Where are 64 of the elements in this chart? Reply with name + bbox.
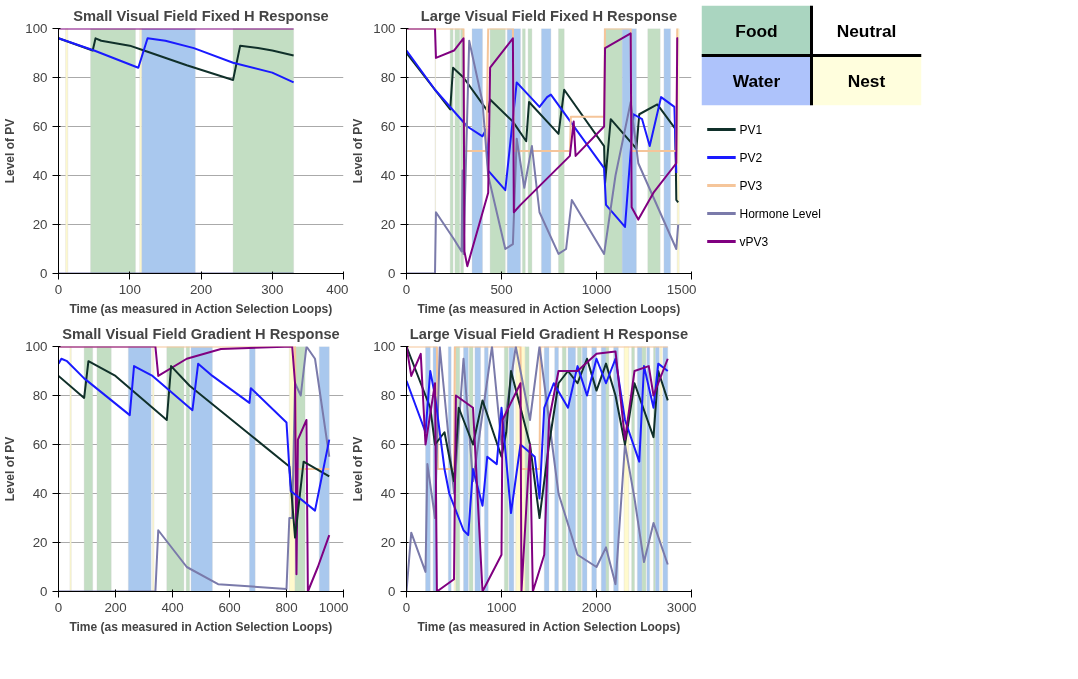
y-tick-label: 80 (380, 70, 396, 85)
y-tick-label: 60 (380, 437, 396, 452)
x-tick-label: 3000 (666, 599, 697, 615)
y-tick-label: 80 (380, 388, 396, 403)
y-tick-label: 60 (32, 437, 48, 452)
chart-title: Small Visual Field Gradient H Response (62, 325, 340, 342)
legend-label: vPV3 (739, 234, 769, 249)
x-axis-title: Time (as measured in Action Selection Loops) (417, 301, 681, 316)
y-tick-label: 0 (388, 266, 396, 281)
x-tick-label: 400 (161, 599, 184, 615)
legend-label: Hormone Level (739, 206, 821, 221)
y-tick-label: 40 (380, 486, 396, 501)
y-tick-label: 100 (373, 21, 396, 36)
category-label: Water (732, 70, 781, 91)
x-tick-label: 2000 (581, 599, 612, 615)
y-tick-label: 80 (32, 70, 48, 85)
x-tick-label: 600 (218, 599, 241, 615)
y-tick-label: 40 (380, 168, 396, 183)
x-tick-label: 200 (189, 281, 213, 297)
chart-title: Large Visual Field Gradient H Response (409, 325, 689, 342)
x-tick-label: 500 (490, 281, 513, 297)
x-tick-label: 800 (275, 599, 298, 615)
x-tick-label: 300 (261, 281, 284, 297)
y-tick-label: 0 (40, 584, 48, 599)
y-axis-title: Level of PV (3, 118, 18, 184)
y-tick-label: 0 (388, 584, 396, 599)
y-tick-label: 100 (25, 21, 48, 36)
x-tick-label: 1500 (666, 281, 697, 297)
x-axis-title: Time (as measured in Action Selection Loops) (69, 301, 333, 316)
x-tick-label: 0 (402, 281, 411, 297)
legend-label: PV1 (739, 122, 763, 137)
category-label: Nest (847, 70, 886, 91)
x-tick-label: 1000 (581, 281, 612, 297)
legend-label: PV2 (739, 150, 763, 165)
y-tick-label: 20 (380, 535, 396, 550)
y-tick-label: 0 (40, 266, 48, 281)
x-tick-label: 200 (104, 599, 127, 615)
y-tick-label: 60 (32, 119, 48, 134)
legend-label: PV3 (739, 178, 763, 193)
y-tick-label: 40 (32, 168, 48, 183)
x-tick-label: 1000 (486, 599, 517, 615)
y-tick-label: 100 (373, 339, 396, 354)
y-tick-label: 80 (32, 388, 48, 403)
y-axis-title: Level of PV (351, 436, 366, 502)
x-tick-label: 1000 (318, 599, 349, 615)
y-tick-label: 20 (32, 217, 48, 232)
x-tick-label: 100 (118, 281, 141, 297)
category-label: Food (735, 20, 778, 41)
y-axis-title: Level of PV (351, 118, 366, 184)
x-axis-title: Time (as measured in Action Selection Loops) (417, 619, 681, 634)
category-label: Neutral (836, 20, 897, 41)
y-tick-label: 60 (380, 119, 396, 134)
x-tick-label: 400 (326, 281, 349, 297)
chart-title: Small Visual Field Fixed H Response (73, 7, 329, 24)
x-axis-title: Time (as measured in Action Selection Loops) (69, 619, 333, 634)
x-tick-label: 0 (54, 281, 63, 297)
chart-title: Large Visual Field Fixed H Response (420, 7, 678, 24)
x-tick-label: 0 (54, 599, 63, 615)
x-tick-label: 0 (402, 599, 411, 615)
y-tick-label: 20 (32, 535, 48, 550)
y-tick-label: 20 (380, 217, 396, 232)
y-tick-label: 40 (32, 486, 48, 501)
y-axis-title: Level of PV (3, 436, 18, 502)
y-tick-label: 100 (25, 339, 48, 354)
